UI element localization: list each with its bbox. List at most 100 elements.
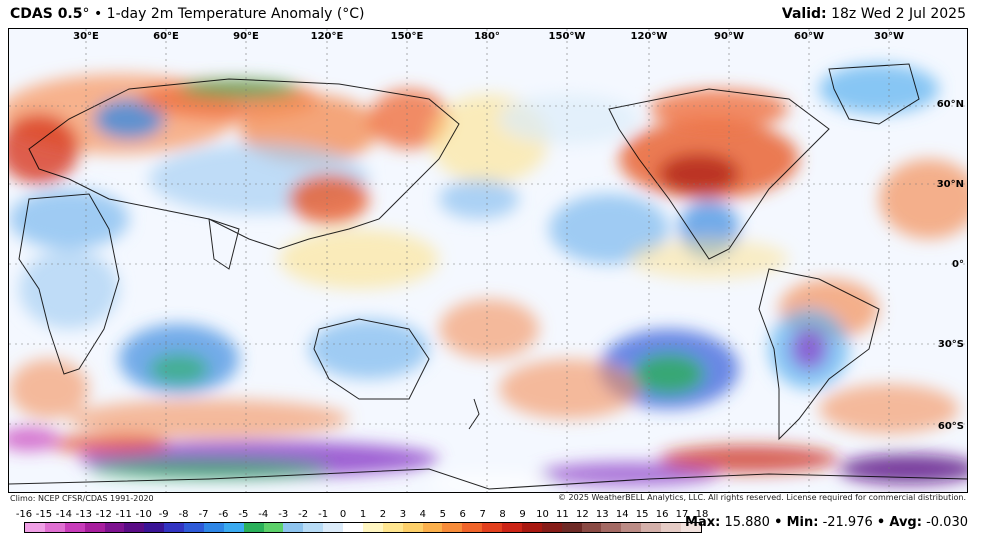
colorbar-tick: -8 xyxy=(178,509,189,520)
colorbar-cell xyxy=(303,523,324,532)
colorbar-cell xyxy=(64,523,85,532)
colorbar-cell xyxy=(144,523,165,532)
colorbar-tick: 7 xyxy=(479,509,486,520)
colorbar-cell xyxy=(402,523,423,532)
colorbar-cell xyxy=(104,523,125,532)
colorbar-tick: -15 xyxy=(35,509,53,520)
colorbar-tick: 12 xyxy=(575,509,589,520)
max-value: 15.880 xyxy=(724,515,770,530)
min-label: Min xyxy=(786,515,814,530)
climo-note: Climo: NCEP CFSR/CDAS 1991-2020 xyxy=(10,494,154,503)
colorbar-tick: -12 xyxy=(95,509,112,520)
colorbar-cell xyxy=(184,523,204,532)
colorbar-cell xyxy=(680,523,701,532)
lon-label-30e: 30°E xyxy=(73,31,99,42)
colorbar-tick: -9 xyxy=(158,509,169,520)
title-bullet: • xyxy=(93,6,103,22)
colorbar-cell xyxy=(521,523,542,532)
model-name: CDAS 0.5 xyxy=(10,6,83,22)
colorbar-cell xyxy=(482,523,502,532)
anomaly-blobs xyxy=(9,64,967,492)
colorbar-cell xyxy=(502,523,522,532)
lon-label-150w: 150°W xyxy=(548,31,586,42)
field-stats: Max: 15.880 • Min: -21.976 • Avg: -0.030 xyxy=(685,515,968,530)
colorbar-cell xyxy=(124,523,145,532)
colorbar xyxy=(24,522,702,533)
colorbar-cell xyxy=(601,523,622,532)
colorbar-tick: -6 xyxy=(218,509,229,520)
valid-label: Valid: xyxy=(781,6,827,22)
map-field xyxy=(9,29,967,492)
valid-time-value: 18z Wed 2 Jul 2025 xyxy=(831,6,966,22)
colorbar-cell xyxy=(382,523,403,532)
colorbar-tick: 11 xyxy=(556,509,569,520)
colorbar-cell xyxy=(641,523,661,532)
graticule xyxy=(9,29,967,492)
colorbar-tick: -11 xyxy=(115,509,132,520)
colorbar-tick: 18 xyxy=(695,509,709,520)
colorbar-cell xyxy=(442,523,463,532)
colorbar-tick: -10 xyxy=(135,509,152,520)
lat-label-30n: 30°N xyxy=(936,179,964,190)
colorbar-tick-labels: -16 -15 -14 -13 -12 -11 -10 -9 -8 -7 -6 -5 -4 -3 -2 -1 0… xyxy=(16,509,709,521)
lon-label-60w: 60°W xyxy=(794,31,824,42)
colorbar-tick: 17 xyxy=(675,509,689,520)
lon-label-90e: 90°E xyxy=(233,31,259,42)
lon-label-120w: 120°W xyxy=(630,31,668,42)
colorbar-cell xyxy=(621,523,642,532)
colorbar-tick: 0 xyxy=(339,509,347,520)
colorbar-tick: 5 xyxy=(439,509,446,520)
colorbar-tick: -1 xyxy=(318,509,329,520)
min-value: -21.976 xyxy=(822,515,873,530)
colorbar-tick: 2 xyxy=(379,509,387,520)
colorbar-tick: -3 xyxy=(278,509,289,520)
field-name: 1-day 2m Temperature Anomaly (°C) xyxy=(106,6,365,22)
colorbar-cell xyxy=(323,523,343,532)
colorbar-cell xyxy=(263,523,284,532)
lon-label-180: 180° xyxy=(474,31,500,42)
lon-label-30w: 30°W xyxy=(874,31,904,42)
degree-symbol: ° xyxy=(82,6,90,22)
colorbar-tick: 16 xyxy=(655,509,669,520)
colorbar-cell xyxy=(223,523,244,532)
colorbar-cell xyxy=(164,523,184,532)
colorbar-tick: -7 xyxy=(198,509,209,520)
colorbar-tick: 4 xyxy=(419,509,426,520)
colorbar-cell xyxy=(661,523,681,532)
colorbar-tick: 14 xyxy=(615,509,629,520)
lon-label-60e: 60°E xyxy=(153,31,179,42)
colorbar-tick: 6 xyxy=(459,509,466,520)
colorbar-tick: 8 xyxy=(499,509,506,520)
colorbar-cell xyxy=(343,523,363,532)
colorbar-tick: 10 xyxy=(536,509,549,520)
colorbar-tick: -5 xyxy=(238,509,249,520)
colorbar-tick: -16 xyxy=(15,509,33,520)
copyright-note: © 2025 WeatherBELL Analytics, LLC. All r… xyxy=(556,493,968,502)
colorbar-cell xyxy=(243,523,264,532)
colorbar-tick: 15 xyxy=(635,509,649,520)
colorbar-tick: 9 xyxy=(519,509,526,520)
anomaly-map[interactable]: 30°E 60°E 90°E 120°E 150°E 180° 150°W 12… xyxy=(8,28,968,493)
colorbar-cell xyxy=(84,523,105,532)
colorbar-cell xyxy=(25,523,45,532)
coastline-sketch xyxy=(9,63,967,490)
avg-label: Avg xyxy=(889,515,917,530)
lat-label-equator: 0° xyxy=(952,259,964,270)
colorbar-tick: -13 xyxy=(75,509,92,520)
colorbar-cell xyxy=(283,523,304,532)
colorbar-cell xyxy=(203,523,224,532)
max-label: Max xyxy=(685,515,716,530)
colorbar-tick: 1 xyxy=(359,509,367,520)
lat-label-60n: 60°N xyxy=(936,99,964,110)
colorbar-cell xyxy=(541,523,562,532)
colorbar-tick: -14 xyxy=(55,509,73,520)
colorbar-cell xyxy=(561,523,582,532)
colorbar-tick: -2 xyxy=(298,509,309,520)
lon-label-120e: 120°E xyxy=(310,31,344,42)
colorbar-tick: -4 xyxy=(258,509,269,520)
avg-value: -0.030 xyxy=(926,515,968,530)
lon-label-150e: 150°E xyxy=(390,31,424,42)
colorbar-cell xyxy=(581,523,602,532)
colorbar-tick: 3 xyxy=(399,509,407,520)
lon-label-90w: 90°W xyxy=(714,31,744,42)
